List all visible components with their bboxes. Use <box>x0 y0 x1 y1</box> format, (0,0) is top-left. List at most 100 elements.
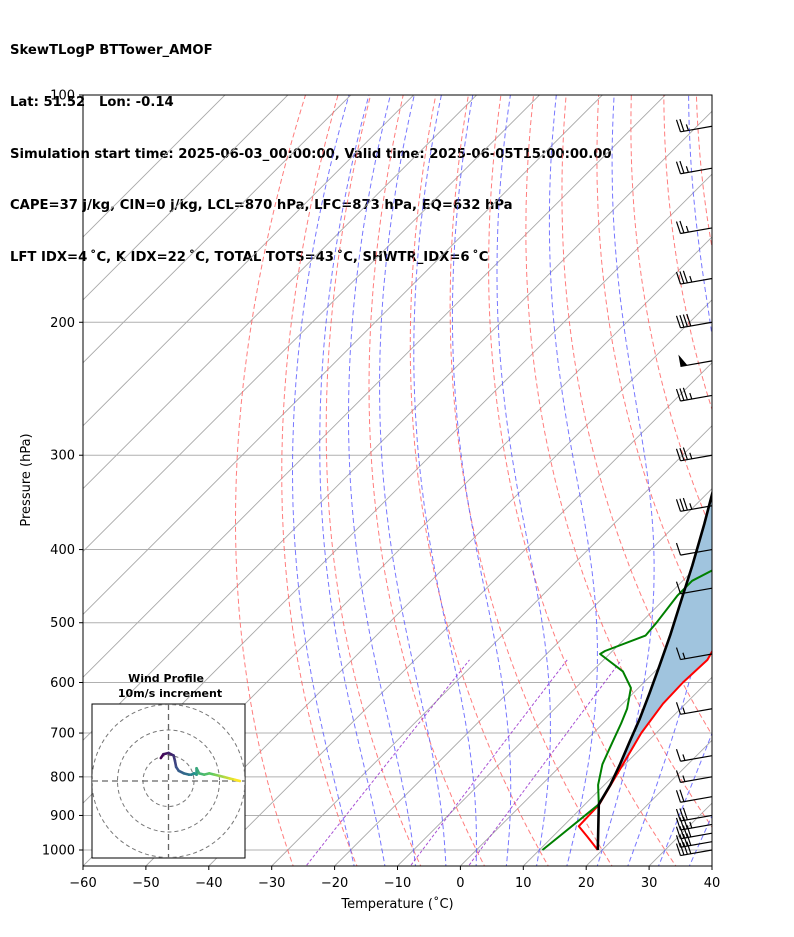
y-tick-label: 1000 <box>42 844 75 859</box>
hodograph: Wind Profile 10m/s increment <box>91 672 246 859</box>
wind-barb <box>675 702 713 715</box>
isotherm-line <box>83 95 352 364</box>
moist-adiabat <box>627 95 712 866</box>
isotherm-line <box>83 95 226 238</box>
wind-barb <box>675 313 713 329</box>
isotherm-line <box>145 299 712 866</box>
dry-adiabat <box>368 95 486 866</box>
wind-barb <box>675 816 713 831</box>
x-tick-label: −20 <box>321 876 348 891</box>
parcel-line <box>596 489 712 851</box>
x-tick-label: 30 <box>641 876 658 891</box>
wind-barb <box>675 387 713 402</box>
y-tick-label: 100 <box>50 89 75 104</box>
isotherm-line <box>396 550 712 866</box>
dry-adiabat <box>488 95 677 866</box>
moist-adiabat <box>292 95 355 866</box>
y-tick-label: 900 <box>50 809 75 824</box>
moist-adiabat <box>657 731 712 866</box>
hodograph-title: Wind Profile <box>128 672 204 685</box>
y-tick-label: 400 <box>50 543 75 558</box>
isotherm-line <box>83 95 666 678</box>
wind-barbs <box>675 119 713 857</box>
y-tick-label: 700 <box>50 727 75 742</box>
wind-barb <box>675 647 713 661</box>
wind-barb <box>675 841 713 857</box>
dry-adiabat <box>561 95 712 736</box>
mixing-ratio-line <box>409 659 568 866</box>
moist-adiabat <box>596 95 655 866</box>
temperature-line <box>577 649 712 851</box>
wind-barb <box>675 824 713 840</box>
y-axis-label: Pressure (hPa) <box>19 433 34 526</box>
wind-barb <box>675 220 713 235</box>
x-tick-label: 20 <box>578 876 595 891</box>
wind-barb <box>675 542 713 556</box>
x-tick-label: −40 <box>195 876 222 891</box>
hodograph-trace <box>233 778 242 783</box>
dry-adiabat <box>596 95 712 639</box>
wind-barb <box>675 447 713 462</box>
cape-line: CAPE=37 j/kg, CIN=0 j/kg, LCL=870 hPa, L… <box>10 198 513 214</box>
isotherm-line <box>83 95 541 553</box>
isotherm-line <box>772 78 794 869</box>
axes: −60 −50 −40 −30 −20 −10 0 10 20 30 40 1000 900 800 700… <box>42 89 720 892</box>
isotherm-line <box>522 676 712 866</box>
mixing-ratio-line <box>305 659 470 866</box>
dry-adiabat <box>409 95 549 866</box>
moist-adiabat <box>413 95 477 866</box>
isotherm-line <box>648 802 712 866</box>
dry-adiabat <box>525 95 712 829</box>
x-tick-label: −30 <box>258 876 285 891</box>
time-line: Simulation start time: 2025-06-03_00:00:… <box>10 146 612 162</box>
wind-barb <box>675 497 713 512</box>
moist-adiabat <box>379 95 447 866</box>
moist-adiabat <box>319 95 386 866</box>
dry-adiabat <box>449 95 613 866</box>
data-layer <box>541 489 712 851</box>
dry-adiabat <box>281 95 358 866</box>
moist-adiabat <box>548 95 598 866</box>
title-line: SkewTLogP BTTower_AMOF <box>10 43 213 59</box>
dewpoint-line <box>541 569 712 851</box>
dry-adiabat <box>760 78 794 869</box>
x-tick-label: 0 <box>456 876 464 891</box>
x-tick-label: −50 <box>132 876 159 891</box>
cape-shading <box>598 494 712 805</box>
y-tick-label: 600 <box>50 676 75 691</box>
chart-header: SkewTLogP BTTower_AMOF Lat: 51.52 Lon: -… <box>10 8 612 283</box>
moist-adiabat <box>719 78 794 869</box>
dry-adiabat <box>235 95 307 866</box>
x-tick-label: −60 <box>69 876 96 891</box>
hodograph-subtitle: 10m/s increment <box>118 687 222 700</box>
moist-adiabat <box>348 95 417 866</box>
dry-adiabat <box>695 95 712 251</box>
x-tick-label: −10 <box>384 876 411 891</box>
x-tick-label: 40 <box>704 876 721 891</box>
wind-barb <box>675 789 713 803</box>
wind-barb <box>675 770 713 783</box>
isotherm-line <box>333 487 712 866</box>
x-axis-label: Temperature (˚C) <box>340 896 453 912</box>
isotherm-line <box>459 613 712 866</box>
isotherm-line <box>271 425 712 866</box>
wind-barb <box>675 119 713 133</box>
moist-adiabat <box>451 95 512 866</box>
x-tick-label: 10 <box>515 876 532 891</box>
y-tick-label: 300 <box>50 449 75 464</box>
y-tick-label: 500 <box>50 616 75 631</box>
isotherm-line <box>83 95 604 616</box>
isotherm-line <box>83 95 415 427</box>
isotherm-line <box>83 95 478 490</box>
wind-barb <box>675 270 713 285</box>
wind-barb <box>675 749 713 762</box>
dry-adiabat <box>663 95 712 411</box>
wind-barb <box>675 807 713 822</box>
location-line: Lat: 51.52 Lon: -0.14 <box>10 95 174 110</box>
dry-adiabat <box>325 95 422 866</box>
isotherm-line <box>585 739 712 866</box>
wind-barb <box>675 160 713 175</box>
wind-barb <box>675 581 713 595</box>
isotherm-line <box>83 95 289 301</box>
